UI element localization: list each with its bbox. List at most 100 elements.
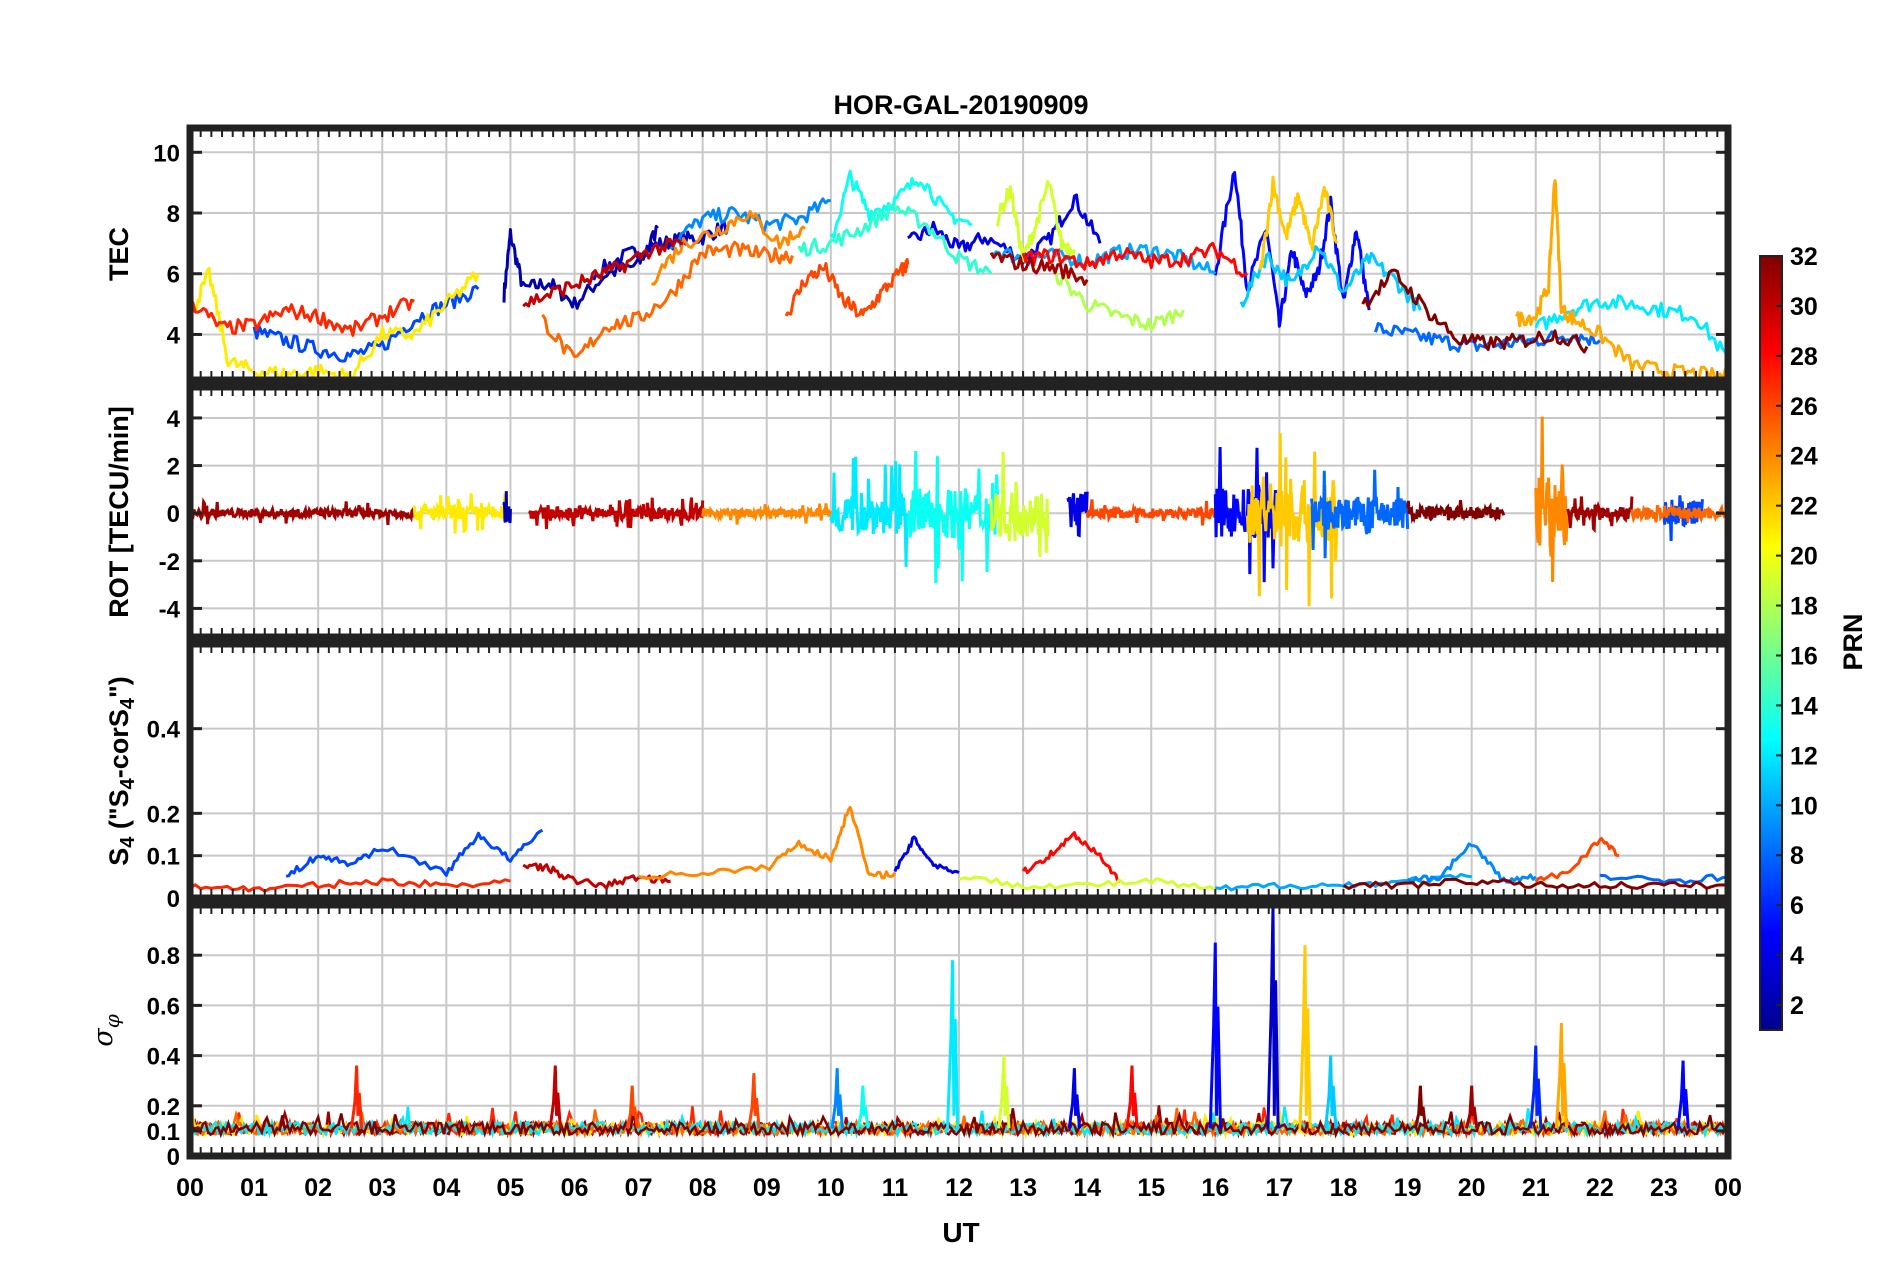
y-tick-label: 8 [167,201,180,228]
y-tick-label: 6 [167,262,180,289]
colorbar-tick-label: 4 [1790,942,1804,970]
series-prn-23 [1515,179,1728,380]
x-tick-label: 11 [882,1174,909,1202]
x-tick-label: 02 [304,1174,332,1202]
colorbar-tick-label: 28 [1790,343,1818,371]
colorbar-gradient [1759,255,1783,1031]
colorbar-tick-label: 12 [1790,742,1818,770]
sigma-spike-prn-28 [1125,1065,1139,1129]
rot-series-prn-30 [528,497,705,530]
x-tick-label: 06 [561,1174,589,1202]
colorbar-tick-label: 16 [1790,642,1818,670]
colorbar-tick-label: 8 [1790,842,1804,870]
sigma-spike-prn-11 [1324,1055,1338,1129]
series-prn-27 [190,877,511,893]
colorbar-label: PRN [1838,613,1868,670]
rot-series-prn-4 [1066,491,1089,538]
y-tick-label: 10 [153,140,180,167]
series-prn-19 [996,179,1076,262]
series-prn-18 [1053,266,1185,332]
y-tick-label: 2 [167,454,180,481]
colorbar-tick-label: 30 [1790,293,1818,321]
x-tick-label: 23 [1650,1174,1678,1202]
y-tick-label: 0.6 [147,993,180,1020]
series-prn-24 [638,805,897,880]
y-tick-label: 0.2 [147,1094,180,1121]
sigma-spike-prn-27 [350,1065,364,1129]
series-group [190,805,1728,893]
series-prn-26 [1534,837,1620,883]
series-prn-7 [252,284,480,363]
series-group [190,905,1728,1140]
series-prn-30 [522,237,684,308]
chart-title: HOR-GAL-20190909 [833,90,1088,120]
y-axis-label: TEC [104,227,134,281]
sigma-spike-prn-26 [625,1085,639,1129]
sigma-spike-prn-5 [1676,1060,1690,1129]
y-tick-label: 0.1 [147,844,180,871]
y-axis-label: ROT [TECU/min] [104,406,134,617]
sigma-spike-prn-5 [1208,942,1222,1129]
series-prn-4 [907,193,1102,265]
x-tick-label: 14 [1073,1174,1101,1202]
colorbar-tick-label: 20 [1790,543,1818,571]
series-prn-24 [651,210,806,286]
x-tick-label: 22 [1586,1174,1614,1202]
y-tick-label: 0.1 [147,1119,180,1146]
rot-series-prn-8 [1310,469,1410,559]
colorbar-tick-label: 10 [1790,792,1818,820]
y-tick-label: 0.4 [147,717,181,744]
y-axis-label: S4 ("S4-corS4") [104,676,139,866]
x-tick-label: 21 [1522,1174,1550,1202]
sigma-spike-prn-22 [1298,945,1312,1129]
series-prn-4 [893,835,960,874]
x-tick-label: 09 [753,1174,781,1202]
x-axis: 00 01 02 03 04 05 06 07 08 09 10 11 12 13 14 15 16 17 18 19… [176,1174,1742,1202]
x-tick-label: 16 [1201,1174,1229,1202]
rot-series-prn-24 [701,503,833,525]
x-tick-label: 08 [689,1174,717,1202]
sigma-spike-prn-13 [856,1085,870,1129]
x-tick-label: 00 [176,1174,204,1202]
rot-series-prn-31 [1566,496,1634,534]
x-tick-label: 15 [1137,1174,1165,1202]
series-prn-8 [1374,322,1601,353]
y-tick-label: 0.4 [147,1044,181,1071]
colorbar-tick-label: 26 [1790,393,1818,421]
sigma-spike-prn-23 [1554,1022,1568,1129]
series-prn-13 [829,169,973,240]
series-prn-32 [1342,877,1728,890]
y-tick-label: 4 [167,322,181,349]
x-tick-label: 07 [625,1174,653,1202]
y-tick-label: 0 [167,1144,180,1171]
y-tick-label: 4 [167,406,181,433]
panel-ROT: -4 -2 0 2 4 ROT [TECU/min] [104,383,1732,641]
y-tick-label: 0 [167,501,180,528]
y-tick-label: 0 [167,886,180,913]
colorbar-tick-label: 14 [1790,692,1818,720]
series-group [190,169,1728,380]
panel-TEC: 4 6 8 10 TEC [104,124,1732,384]
panel-S4: 0 0.1 0.2 0.4 S4 ("S4-corS4") [104,640,1732,913]
x-tick-label: 04 [432,1174,460,1202]
series-prn-19 [958,875,1217,891]
y-tick-label: -2 [159,549,180,576]
y-tick-label: 0.8 [147,943,180,970]
colorbar-tick-label: 6 [1790,892,1804,920]
sigma-spike-prn-31 [1465,1085,1479,1129]
sigma-spike-prn-26 [747,1073,761,1129]
sigma-spike-prn-12 [946,960,960,1129]
rot-series-prn-24 [1534,416,1569,583]
series-prn-28 [1021,831,1120,884]
colorbar-tick-label: 24 [1790,443,1818,471]
y-tick-label: -4 [159,596,181,623]
x-tick-label: 03 [368,1174,396,1202]
x-tick-label: 00 [1714,1174,1742,1202]
sigma-baseline-prn-12 [190,1106,1728,1139]
series-prn-25 [541,240,794,359]
series-prn-12 [1534,294,1728,360]
rot-series-prn-2 [502,491,512,524]
y-axis-label: σφ [88,1014,124,1046]
minor-ticks [189,387,1729,637]
